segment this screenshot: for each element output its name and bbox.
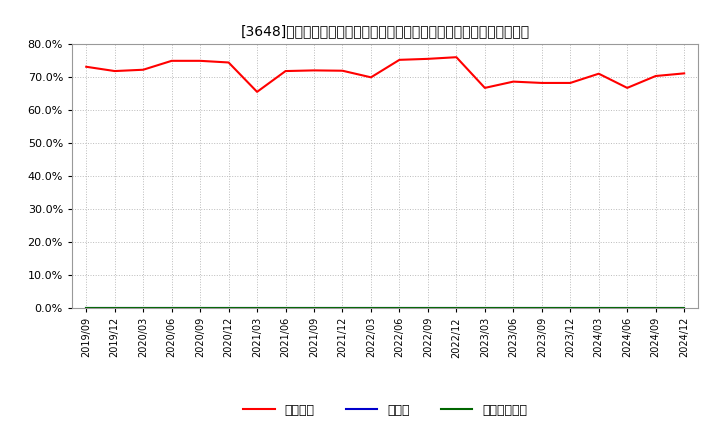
繰延税金資産	[509, 305, 518, 311]
繰延税金資産	[225, 305, 233, 311]
自己資本	[480, 85, 489, 91]
繰延税金資産	[423, 305, 432, 311]
繰延税金資産	[196, 305, 204, 311]
繰延税金資産	[366, 305, 375, 311]
のれん	[452, 305, 461, 311]
自己資本	[282, 68, 290, 73]
自己資本	[82, 64, 91, 70]
のれん	[366, 305, 375, 311]
のれん	[480, 305, 489, 311]
のれん	[509, 305, 518, 311]
自己資本	[452, 55, 461, 60]
自己資本	[139, 67, 148, 73]
のれん	[310, 305, 318, 311]
繰延税金資産	[253, 305, 261, 311]
繰延税金資産	[395, 305, 404, 311]
自己資本	[680, 71, 688, 76]
自己資本	[338, 68, 347, 73]
自己資本	[652, 73, 660, 79]
繰延税金資産	[652, 305, 660, 311]
自己資本	[253, 89, 261, 95]
繰延税金資産	[338, 305, 347, 311]
のれん	[282, 305, 290, 311]
自己資本	[537, 80, 546, 85]
Legend: 自己資本, のれん, 繰延税金資産: 自己資本, のれん, 繰延税金資産	[238, 399, 532, 422]
繰延税金資産	[623, 305, 631, 311]
のれん	[623, 305, 631, 311]
のれん	[196, 305, 204, 311]
繰延税金資産	[680, 305, 688, 311]
自己資本	[623, 85, 631, 91]
のれん	[110, 305, 119, 311]
自己資本	[595, 71, 603, 76]
繰延税金資産	[110, 305, 119, 311]
自己資本	[423, 56, 432, 62]
のれん	[225, 305, 233, 311]
繰延税金資産	[167, 305, 176, 311]
のれん	[395, 305, 404, 311]
のれん	[167, 305, 176, 311]
自己資本	[310, 68, 318, 73]
Title: [3648]　自己資本、のれん、繰延税金資産の総資産に対する比率の推移: [3648] 自己資本、のれん、繰延税金資産の総資産に対する比率の推移	[240, 25, 530, 39]
のれん	[253, 305, 261, 311]
繰延税金資産	[282, 305, 290, 311]
自己資本	[167, 58, 176, 63]
のれん	[652, 305, 660, 311]
繰延税金資産	[537, 305, 546, 311]
のれん	[537, 305, 546, 311]
自己資本	[509, 79, 518, 84]
のれん	[566, 305, 575, 311]
繰延税金資産	[452, 305, 461, 311]
自己資本	[366, 75, 375, 80]
自己資本	[566, 80, 575, 85]
繰延税金資産	[595, 305, 603, 311]
のれん	[82, 305, 91, 311]
自己資本	[395, 57, 404, 62]
繰延税金資産	[480, 305, 489, 311]
繰延税金資産	[310, 305, 318, 311]
のれん	[423, 305, 432, 311]
自己資本	[196, 58, 204, 63]
Line: 自己資本: 自己資本	[86, 57, 684, 92]
繰延税金資産	[566, 305, 575, 311]
自己資本	[110, 68, 119, 73]
のれん	[139, 305, 148, 311]
のれん	[595, 305, 603, 311]
のれん	[338, 305, 347, 311]
繰延税金資産	[139, 305, 148, 311]
のれん	[680, 305, 688, 311]
繰延税金資産	[82, 305, 91, 311]
自己資本	[225, 60, 233, 65]
